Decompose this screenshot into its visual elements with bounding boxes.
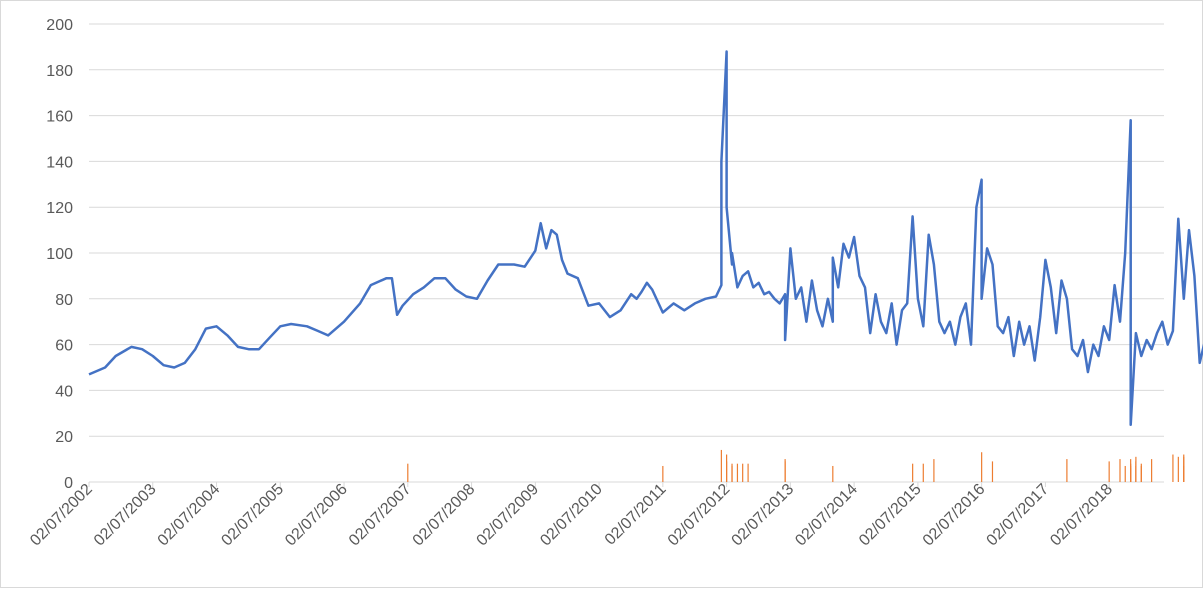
y-tick-label: 80 bbox=[55, 292, 73, 309]
series-line bbox=[88, 50, 1203, 427]
y-tick-label: 40 bbox=[55, 383, 73, 400]
x-tick-label: 02/07/2003 bbox=[91, 481, 160, 550]
x-tick-label: 02/07/2007 bbox=[346, 481, 415, 550]
spike-series bbox=[407, 449, 1185, 482]
y-axis-tick-labels: 0 20 40 60 80 100 120 140 160 180 200 bbox=[46, 17, 73, 492]
y-tick-label: 160 bbox=[46, 109, 73, 126]
y-tick-label: 60 bbox=[55, 338, 73, 355]
y-tick-label: 180 bbox=[46, 63, 73, 80]
series-layer bbox=[88, 50, 1203, 482]
x-tick-label: 02/07/2010 bbox=[537, 481, 606, 550]
x-tick-label: 02/07/2002 bbox=[27, 481, 96, 550]
x-tick-label: 02/07/2017 bbox=[984, 481, 1053, 550]
x-tick-label: 02/07/2014 bbox=[792, 481, 861, 550]
gridlines bbox=[89, 23, 1164, 483]
x-tick-label: 02/07/2013 bbox=[729, 481, 798, 550]
x-tick-label: 02/07/2011 bbox=[602, 481, 670, 549]
x-tick-label: 02/07/2016 bbox=[920, 481, 989, 550]
y-tick-label: 0 bbox=[64, 475, 73, 492]
y-tick-label: 140 bbox=[46, 154, 73, 171]
x-tick-label: 02/07/2006 bbox=[282, 481, 351, 550]
y-tick-label: 100 bbox=[46, 246, 73, 263]
x-tick-label: 02/07/2005 bbox=[218, 481, 287, 550]
x-tick-label: 02/07/2009 bbox=[474, 481, 543, 550]
x-tick-label: 02/07/2015 bbox=[856, 481, 925, 550]
x-tick-label: 02/07/2018 bbox=[1047, 481, 1116, 550]
x-tick-label: 02/07/2012 bbox=[665, 481, 734, 550]
y-tick-label: 120 bbox=[46, 200, 73, 217]
y-tick-label: 200 bbox=[46, 17, 73, 34]
x-tick-label: 02/07/2008 bbox=[410, 481, 479, 550]
x-tick-label: 02/07/2004 bbox=[155, 481, 224, 550]
y-tick-label: 20 bbox=[55, 429, 73, 446]
x-axis-tick-labels: 02/07/200202/07/200302/07/200402/07/2005… bbox=[27, 481, 1116, 550]
